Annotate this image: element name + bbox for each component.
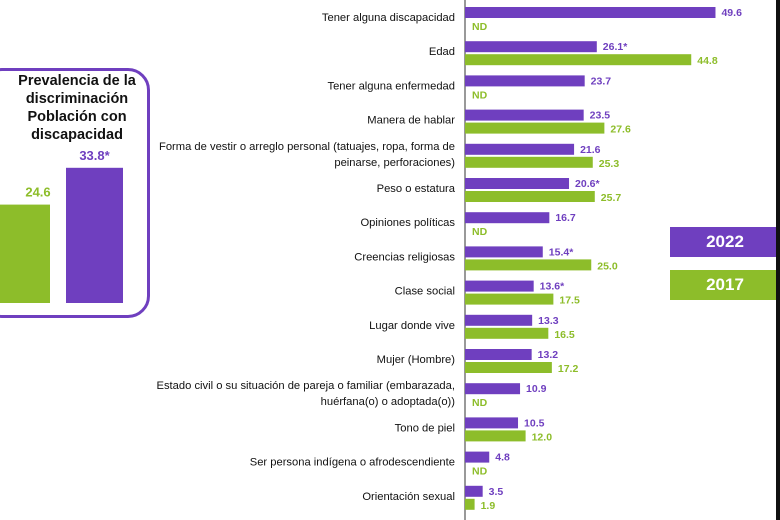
inset-bar-2022-label: 33.8* bbox=[79, 148, 110, 163]
legend-2017: 2017 bbox=[670, 270, 780, 300]
bar-2022 bbox=[465, 417, 519, 429]
value-label-2017-nd: ND bbox=[472, 21, 488, 33]
frame-border bbox=[776, 0, 780, 520]
value-label-2017: 17.5 bbox=[559, 295, 580, 307]
value-label-2017-nd: ND bbox=[472, 89, 488, 101]
category-label: Estado civil o su situación de pareja o … bbox=[157, 380, 456, 408]
category-label: Ser persona indígena o afrodescendiente bbox=[250, 457, 455, 469]
inset-bar-2022 bbox=[66, 167, 123, 303]
value-label-2022: 20.6* bbox=[575, 178, 600, 190]
bar-2022 bbox=[465, 75, 585, 87]
bar-2017 bbox=[465, 54, 692, 66]
bar-2022 bbox=[465, 246, 543, 258]
value-label-2022: 16.7 bbox=[555, 212, 576, 224]
bar-2022 bbox=[465, 280, 534, 292]
category-label: Lugar donde vive bbox=[369, 320, 455, 332]
bar-2017 bbox=[465, 327, 549, 339]
bar-2017 bbox=[465, 156, 593, 168]
value-label-2017: 1.9 bbox=[481, 500, 496, 512]
bar-2017 bbox=[465, 122, 605, 134]
bar-2017 bbox=[465, 259, 592, 271]
value-label-2017: 27.6 bbox=[610, 124, 631, 136]
bar-2022 bbox=[465, 314, 533, 326]
category-label: Tener alguna enfermedad bbox=[327, 80, 455, 92]
value-label-2022: 23.7 bbox=[591, 75, 612, 87]
value-label-2017-nd: ND bbox=[472, 226, 488, 238]
category-label: Forma de vestir o arreglo personal (tatu… bbox=[159, 141, 455, 169]
value-label-2022: 49.6 bbox=[721, 7, 742, 19]
value-label-2017-nd: ND bbox=[472, 397, 488, 409]
value-label-2022: 10.9 bbox=[526, 383, 547, 395]
value-label-2022: 23.5 bbox=[590, 110, 611, 122]
category-label: Tono de piel bbox=[395, 422, 455, 434]
value-label-2017: 25.3 bbox=[599, 158, 620, 170]
legend-2022: 2022 bbox=[670, 227, 780, 257]
category-label: Edad bbox=[429, 46, 455, 58]
bar-2022 bbox=[465, 349, 532, 360]
value-label-2017: 16.5 bbox=[554, 329, 575, 341]
category-label: Orientación sexual bbox=[362, 491, 455, 503]
value-label-2022: 3.5 bbox=[489, 486, 504, 498]
value-label-2022: 15.4* bbox=[549, 246, 574, 258]
bar-2022 bbox=[465, 178, 570, 189]
value-label-2017: 12.0 bbox=[532, 431, 553, 443]
bar-2022 bbox=[465, 109, 584, 121]
value-label-2017-nd: ND bbox=[472, 466, 488, 478]
bar-2017 bbox=[465, 191, 595, 202]
value-label-2017: 17.2 bbox=[558, 363, 579, 375]
bar-2022 bbox=[465, 485, 483, 497]
bar-2022 bbox=[465, 212, 550, 224]
value-label-2022: 4.8 bbox=[495, 452, 510, 464]
value-label-2017: 44.8 bbox=[697, 55, 718, 67]
value-label-2017: 25.7 bbox=[601, 192, 622, 204]
category-label: Clase social bbox=[395, 286, 455, 298]
inset-bar-2017 bbox=[0, 204, 50, 303]
inset-bar-2017-label: 24.6 bbox=[25, 185, 50, 200]
bar-2017 bbox=[465, 430, 526, 442]
bar-2022 bbox=[465, 451, 490, 463]
bar-2017 bbox=[465, 293, 554, 305]
bar-2022 bbox=[465, 7, 716, 18]
value-label-2022: 10.5 bbox=[524, 417, 545, 429]
value-label-2022: 13.6* bbox=[540, 281, 565, 293]
bar-2022 bbox=[465, 41, 597, 53]
bar-2022 bbox=[465, 383, 521, 395]
category-label: Mujer (Hombre) bbox=[377, 354, 456, 366]
bar-2017 bbox=[465, 498, 475, 510]
category-label: Manera de hablar bbox=[367, 115, 455, 127]
value-label-2017: 25.0 bbox=[597, 260, 618, 272]
category-label: Opiniones políticas bbox=[360, 217, 455, 229]
category-label: Creencias religiosas bbox=[354, 251, 455, 263]
bar-2017 bbox=[465, 362, 552, 373]
value-label-2022: 13.2 bbox=[538, 349, 559, 361]
value-label-2022: 21.6 bbox=[580, 144, 601, 156]
inset-title: Prevalencia de la discriminación Poblaci… bbox=[18, 73, 136, 143]
category-label: Tener alguna discapacidad bbox=[322, 12, 455, 24]
value-label-2022: 26.1* bbox=[603, 41, 628, 53]
bar-2022 bbox=[465, 143, 575, 155]
value-label-2022: 13.3 bbox=[538, 315, 559, 327]
category-label: Peso o estatura bbox=[377, 183, 456, 195]
